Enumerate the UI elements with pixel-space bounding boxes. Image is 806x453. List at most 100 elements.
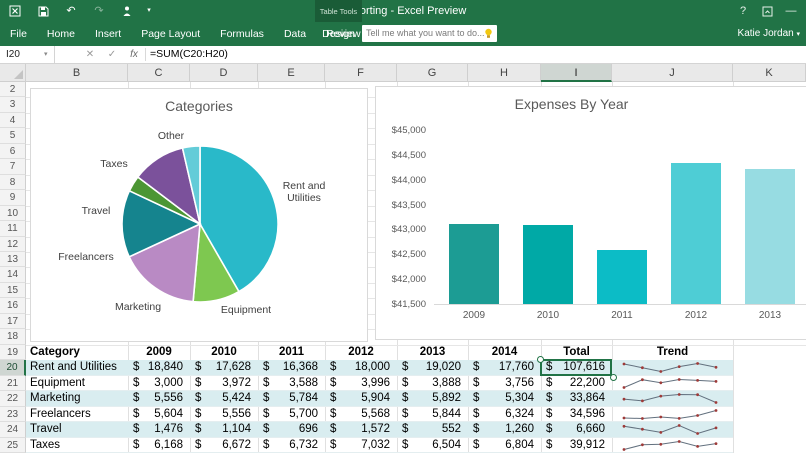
cell-trend-sparkline [612,422,733,436]
currency-symbol: $ [330,392,337,405]
pie-slice-marketing[interactable] [128,222,201,303]
enter-icon[interactable]: ✓ [107,49,117,60]
tab-formulas[interactable]: Formulas [220,28,264,40]
customize-quick-access-icon[interactable]: ▾ [147,7,151,14]
column-header-J[interactable]: J [612,64,733,82]
cell-total: $22,200 [541,376,612,390]
tab-design[interactable]: Design [322,28,355,40]
tab-file[interactable]: File [10,28,27,40]
row-header-15[interactable]: 15 [0,282,26,299]
tell-me-placeholder: Tell me what you want to do... [366,28,485,38]
touch-mode-icon[interactable] [116,0,138,22]
row-header-2[interactable]: 2 [0,82,26,98]
table-row-taxes: Taxes $6,168 $6,672 $6,732 $7,032 $6,504 $6,80… [26,438,733,453]
name-box-dropdown-icon[interactable]: ▾ [44,51,48,58]
cell-value: 552 [441,423,461,436]
tab-insert[interactable]: Insert [94,28,122,40]
bar-xtick-2011: 2011 [611,310,633,321]
row-header-6[interactable]: 6 [0,143,26,160]
column-header-K[interactable]: K [733,64,806,82]
column-header-I[interactable]: I [541,64,612,82]
row-header-5[interactable]: 5 [0,128,26,144]
row-header-23[interactable]: 23 [0,406,26,423]
row-header-11[interactable]: 11 [0,221,26,237]
tab-review[interactable]: Review [326,28,361,40]
column-header-H[interactable]: H [468,64,541,82]
row-header-22[interactable]: 22 [0,391,26,407]
excel-app-icon[interactable] [4,0,26,22]
row-header-12[interactable]: 12 [0,236,26,253]
selected-cell-I20[interactable] [537,356,617,381]
currency-symbol: $ [546,438,553,451]
tab-page-layout[interactable]: Page Layout [141,28,201,40]
column-header-E[interactable]: E [258,64,325,82]
minimize-button[interactable]: — [785,5,797,17]
bar-2009[interactable] [449,224,499,304]
currency-symbol: $ [473,423,480,436]
row-header-18[interactable]: 18 [0,329,26,345]
pie-slice-other[interactable] [181,145,201,225]
selection-handle-top-left[interactable] [537,356,544,364]
name-box[interactable]: I20 [0,46,55,63]
pie-slice-rent-and-utilities[interactable] [199,145,279,293]
cell-value: 5,844 [432,407,461,420]
redo-icon[interactable]: ↷ [94,5,104,17]
column-header-B[interactable]: B [26,64,128,82]
bar-ytick: $45,000 [391,125,426,136]
title-bar: ↶ ↷ ▾ [0,0,806,22]
select-all-corner[interactable] [0,64,26,82]
formula-input[interactable]: =SUM(C20:H20) [150,48,228,60]
tab-data[interactable]: Data [283,28,307,40]
cell-value: 5,304 [505,392,534,405]
row-header-3[interactable]: 3 [0,97,26,113]
row-header-8[interactable]: 8 [0,174,26,191]
row-header-9[interactable]: 9 [0,190,26,206]
help-button[interactable]: ? [739,5,747,17]
row-header-14[interactable]: 14 [0,267,26,283]
cell-total: $33,864 [541,391,612,405]
pie-chart[interactable]: Categories Rent and Utilities Equipment Ma… [30,88,368,342]
tell-me-input[interactable]: Tell me what you want to do... [362,25,497,42]
cell-value: 6,660 [576,423,605,436]
cell-2009: $18,840 [128,360,190,374]
insert-function-icon[interactable]: fx [130,49,138,60]
row-header-16[interactable]: 16 [0,298,26,314]
quick-access-toolbar: ↶ ↷ ▾ [0,0,154,17]
user-account[interactable]: Katie Jordan ▾ [737,28,800,39]
table-header-total: Total [563,345,590,358]
save-icon[interactable] [32,0,54,22]
row-header-4[interactable]: 4 [0,112,26,129]
row-header-24[interactable]: 24 [0,422,26,438]
currency-symbol: $ [195,407,202,420]
bar-2011[interactable] [597,249,647,304]
column-header-C[interactable]: C [128,64,190,82]
row-header-21[interactable]: 21 [0,375,26,392]
ribbon-display-options-icon[interactable] [756,0,778,22]
column-header-G[interactable]: G [397,64,468,82]
pie-slice-freelancers[interactable] [121,189,202,258]
row-header-20[interactable]: 20 [0,360,26,376]
cell-value: 5,784 [289,392,318,405]
selection-handle-bottom-right[interactable] [610,373,617,381]
currency-symbol: $ [133,361,140,374]
cell-value: 5,568 [361,407,390,420]
row-header-7[interactable]: 7 [0,159,26,175]
row-header-10[interactable]: 10 [0,205,26,222]
cell-value: 5,424 [222,392,251,405]
row-header-25[interactable]: 25 [0,437,26,453]
table-row-equipment: Equipment $3,000 $3,972 $3,588 $3,996 $3,888 $… [26,376,733,392]
tab-home[interactable]: Home [46,28,75,40]
column-header-D[interactable]: D [190,64,258,82]
cancel-icon[interactable]: ✕ [85,49,95,60]
row-header-17[interactable]: 17 [0,313,26,330]
bar-2012[interactable] [671,162,721,304]
currency-symbol: $ [195,423,202,436]
bar-2013[interactable] [745,168,795,304]
row-header-13[interactable]: 13 [0,252,26,268]
bar-2010[interactable] [523,225,573,304]
undo-icon[interactable]: ↶ [66,5,76,17]
bar-chart[interactable]: Expenses By Year $45,000 $44,500 $44,000 $4… [375,86,806,340]
column-header-F[interactable]: F [325,64,397,82]
row-header-19[interactable]: 19 [0,344,26,361]
